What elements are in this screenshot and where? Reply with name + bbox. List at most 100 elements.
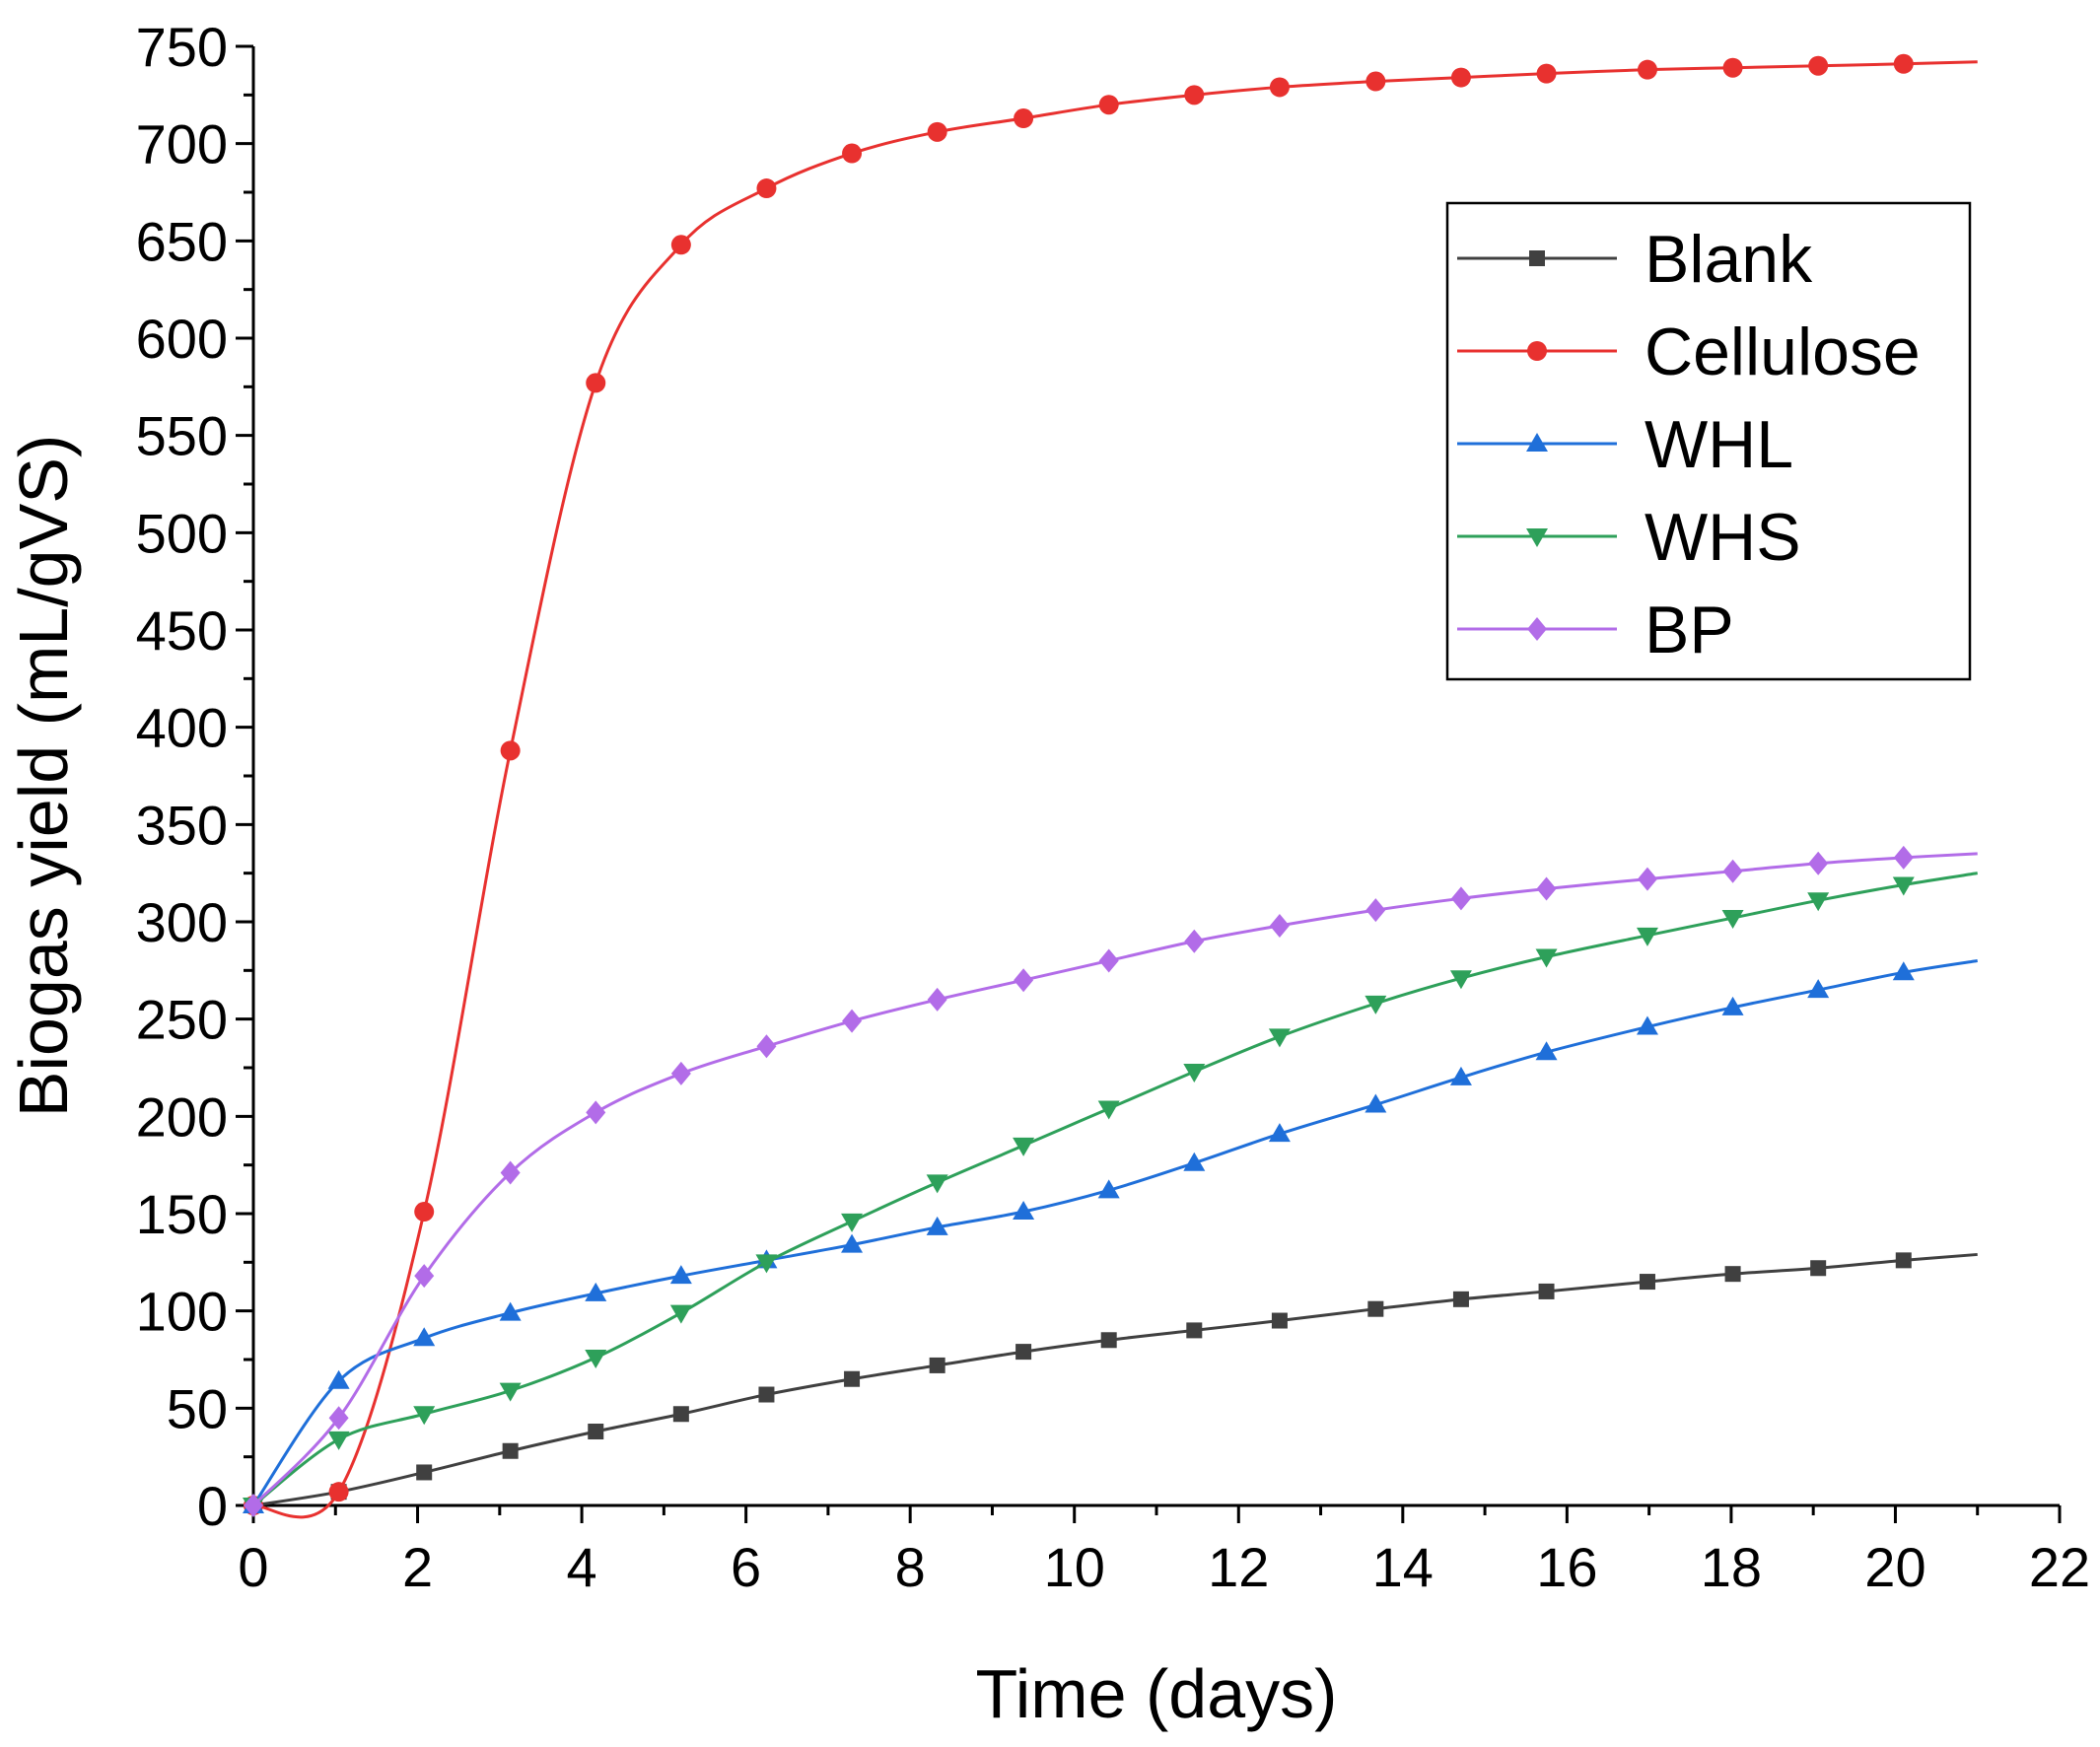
data-point-whl xyxy=(1183,1152,1206,1171)
data-point-cellulose xyxy=(1637,59,1657,80)
legend: Blank Cellulose WHL WHS BP xyxy=(1445,201,1972,681)
y-tick-label: 150 xyxy=(136,1183,228,1245)
data-point-cellulose xyxy=(1098,95,1119,115)
data-point-whs xyxy=(413,1406,436,1426)
data-point-blank xyxy=(1186,1322,1203,1339)
data-point-whs xyxy=(1535,948,1558,968)
y-tick-label: 250 xyxy=(136,989,228,1051)
legend-marker-cellulose xyxy=(1527,341,1547,361)
data-point-whl xyxy=(413,1327,436,1347)
data-point-bp xyxy=(244,1494,263,1517)
data-point-whl xyxy=(926,1216,948,1235)
data-point-bp xyxy=(1365,898,1386,923)
x-tick-label: 22 xyxy=(2029,1536,2090,1598)
data-point-blank xyxy=(1538,1283,1555,1299)
data-point-cellulose xyxy=(1536,63,1557,84)
data-point-bp xyxy=(670,1061,691,1085)
data-point-whl xyxy=(1807,979,1830,999)
legend-marker-bp xyxy=(1527,617,1547,641)
data-point-bp xyxy=(1450,886,1471,911)
data-point-blank xyxy=(502,1442,519,1459)
data-point-whs xyxy=(1721,910,1744,930)
data-point-cellulose xyxy=(670,235,691,255)
y-tick-label: 400 xyxy=(136,697,228,759)
data-point-blank xyxy=(758,1386,775,1403)
data-point-whl xyxy=(1365,1093,1387,1113)
data-point-whs xyxy=(1892,876,1915,896)
data-point-whl xyxy=(1097,1179,1120,1199)
data-point-bp xyxy=(1269,913,1290,938)
data-point-whs xyxy=(499,1382,522,1402)
data-point-cellulose xyxy=(1269,77,1290,98)
x-axis-title: Time (days) xyxy=(976,1655,1338,1732)
x-tick-label: 2 xyxy=(402,1536,433,1598)
series-whs xyxy=(243,872,1978,1516)
y-tick-label: 600 xyxy=(136,308,228,370)
y-tick-label: 0 xyxy=(197,1475,228,1537)
data-point-blank xyxy=(1015,1344,1032,1361)
data-point-blank xyxy=(1271,1312,1288,1329)
legend-marker-whl xyxy=(1526,433,1548,452)
data-point-whl xyxy=(669,1265,692,1285)
series-bp xyxy=(244,845,1978,1517)
data-point-bp xyxy=(1893,845,1914,870)
data-point-blank xyxy=(1724,1266,1741,1283)
series-blank xyxy=(245,1252,1978,1513)
data-point-whs xyxy=(1097,1100,1120,1120)
y-tick-label: 50 xyxy=(167,1377,228,1439)
data-point-whl xyxy=(327,1369,350,1389)
data-point-bp xyxy=(1637,867,1657,891)
data-point-bp xyxy=(1014,968,1034,993)
data-point-blank xyxy=(1895,1252,1912,1269)
x-tick-label: 6 xyxy=(731,1536,761,1598)
y-tick-label: 200 xyxy=(136,1085,228,1148)
data-point-whl xyxy=(1268,1123,1291,1143)
data-point-blank xyxy=(929,1357,945,1373)
legend-label-whs: WHS xyxy=(1645,500,1801,575)
x-tick-label: 18 xyxy=(1701,1536,1762,1598)
data-point-whs xyxy=(926,1174,948,1194)
data-point-bp xyxy=(1722,859,1743,883)
x-tick-label: 4 xyxy=(567,1536,597,1598)
y-tick-label: 650 xyxy=(136,210,228,272)
data-point-whl xyxy=(1449,1066,1472,1085)
legend-marker-blank xyxy=(1529,250,1545,266)
data-point-cellulose xyxy=(414,1202,435,1223)
legend-item-blank: Blank xyxy=(1457,222,1813,297)
data-point-cellulose xyxy=(1365,71,1386,92)
data-point-cellulose xyxy=(1808,55,1829,76)
x-tick-label: 0 xyxy=(238,1536,268,1598)
data-point-blank xyxy=(1367,1300,1384,1317)
data-point-whs xyxy=(1013,1137,1035,1156)
data-point-cellulose xyxy=(842,143,863,164)
legend-label-blank: Blank xyxy=(1645,222,1813,297)
data-point-blank xyxy=(1452,1291,1469,1307)
legend-label-bp: BP xyxy=(1645,593,1734,667)
x-tick-label: 10 xyxy=(1044,1536,1105,1598)
y-tick-label: 350 xyxy=(136,794,228,856)
data-point-whs xyxy=(1636,927,1658,946)
data-point-bp xyxy=(328,1406,349,1431)
data-point-cellulose xyxy=(927,121,947,142)
data-point-bp xyxy=(756,1034,777,1059)
data-point-cellulose xyxy=(1184,85,1205,105)
data-point-whl xyxy=(1636,1015,1658,1035)
legend-item-bp: BP xyxy=(1457,593,1734,667)
legend-label-cellulose: Cellulose xyxy=(1645,314,1921,389)
data-point-whs xyxy=(841,1213,864,1232)
data-point-whl xyxy=(1535,1041,1558,1061)
data-point-bp xyxy=(500,1160,521,1185)
x-tick-label: 16 xyxy=(1536,1536,1597,1598)
data-point-blank xyxy=(588,1424,604,1440)
x-tick-label: 20 xyxy=(1864,1536,1925,1598)
y-tick-label: 300 xyxy=(136,891,228,953)
data-point-cellulose xyxy=(586,373,606,393)
y-tick-label: 550 xyxy=(136,405,228,467)
data-point-whl xyxy=(1013,1201,1035,1221)
data-point-blank xyxy=(416,1464,433,1481)
data-point-whs xyxy=(1449,970,1472,990)
axes: 0 2 4 6 8 10 12 14 16 18 20 22 0 50 100 150 200 250 300 350… xyxy=(136,16,2091,1598)
y-tick-label: 750 xyxy=(136,16,228,78)
x-tick-label: 8 xyxy=(895,1536,926,1598)
data-point-blank xyxy=(844,1370,861,1387)
